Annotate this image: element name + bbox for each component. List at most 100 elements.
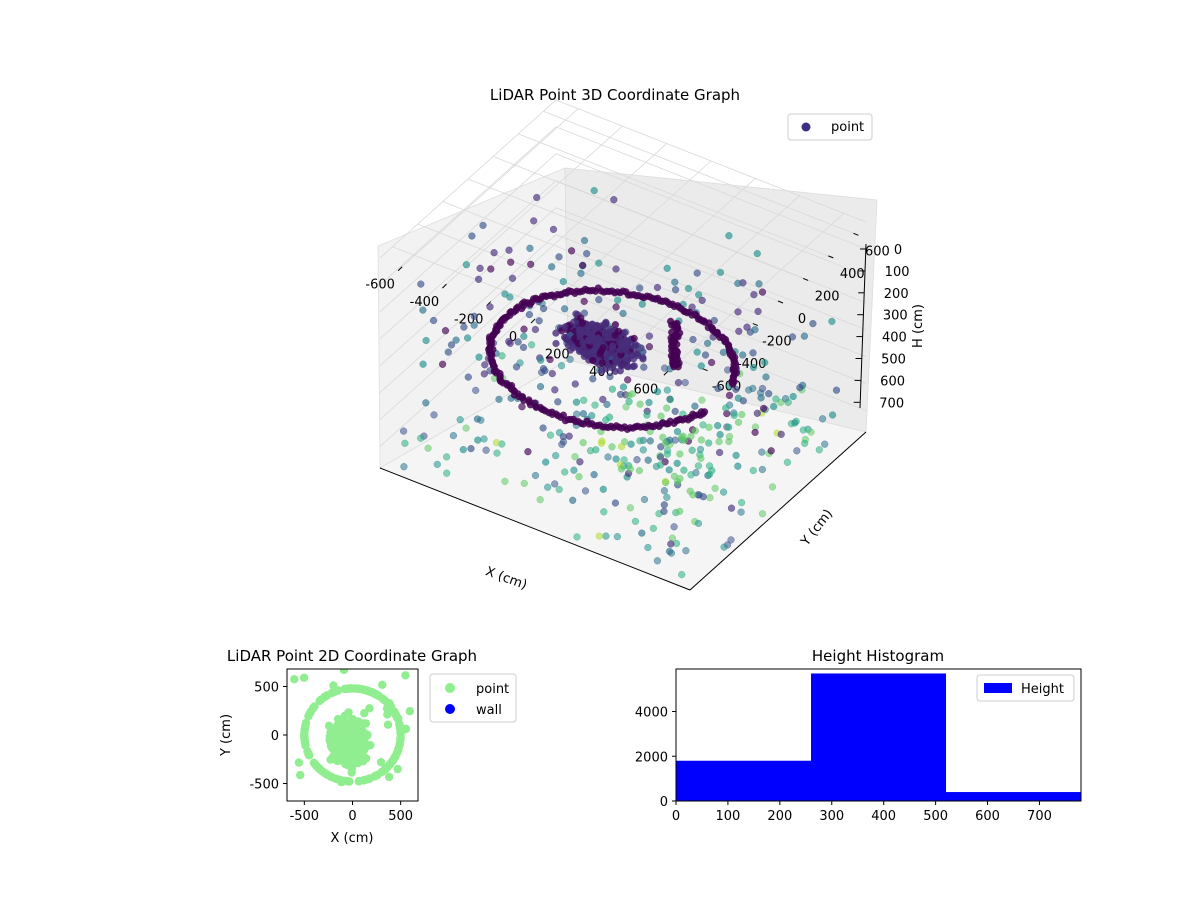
chart-2d: LiDAR Point 2D Coordinate Graph -500 0 500… [219,647,517,846]
data-point-3d [734,418,743,426]
y-tick-3d [802,277,809,281]
data-point-3d [636,284,644,292]
data-point-3d [555,485,563,494]
data-point-3d [633,456,641,464]
data-point-2d [290,675,299,684]
legend-3d-marker [801,122,811,132]
data-point-3d [631,341,640,349]
data-point-2d [310,759,319,768]
x-tick-label-histogram: 400 [871,809,896,824]
data-point-3d [526,244,534,252]
data-point-2d [360,709,369,718]
histogram-bar [946,792,1081,801]
data-point-3d [507,258,515,266]
data-point-3d [788,333,797,341]
data-point-2d [344,752,353,761]
data-point-3d [570,318,578,326]
data-point-3d [700,408,709,416]
data-point-3d [719,348,728,357]
data-point-3d [681,378,689,387]
data-point-3d [667,540,675,548]
data-point-3d [531,471,540,480]
data-point-3d [539,424,547,432]
data-point-3d [533,193,541,202]
legend-3d: point [787,113,873,141]
data-point-3d [599,344,607,352]
data-point-3d [734,462,742,470]
data-point-3d [636,400,644,408]
data-point-3d [676,507,684,515]
data-point-3d [559,433,567,441]
data-point-3d [470,312,478,320]
data-point-3d [462,261,471,269]
data-point-3d [732,451,740,460]
data-point-3d [645,343,654,351]
data-point-3d [518,403,526,411]
data-point-3d [602,532,610,540]
data-point-3d [725,437,733,446]
legend-histogram-box [976,674,1075,702]
grid-line-h [379,234,867,393]
data-point-3d [462,424,470,432]
data-point-3d [758,288,767,296]
y-tick-label-histogram: 4000 [635,706,668,721]
data-point-3d [638,529,646,537]
data-point-3d [422,336,430,345]
data-point-3d [617,465,626,473]
data-point-3d [660,501,668,509]
data-point-3d [720,543,728,551]
legend-histogram-swatch [984,683,1012,693]
y-tick-label-3d: 0 [798,312,806,327]
data-point-3d [687,432,695,441]
y-tick-label-3d: -200 [762,335,792,350]
data-point-3d [676,450,684,458]
data-point-2d [330,754,339,764]
data-point-3d [447,341,456,349]
data-point-3d [645,332,654,340]
data-point-3d [552,329,560,337]
data-point-3d [676,329,684,337]
data-point-3d [616,390,625,399]
data-point-3d [686,487,694,495]
data-point-3d [693,348,701,356]
data-point-3d [612,358,620,366]
data-point-3d [612,265,620,273]
data-point-3d [796,383,804,392]
grid-line-x [579,178,756,337]
data-point-3d [579,261,587,270]
data-point-2d [343,777,352,786]
data-point-2d [305,709,314,718]
data-point-2d [394,714,403,723]
data-point-3d [480,370,488,378]
data-point-3d [818,415,827,423]
data-point-3d [578,319,586,327]
data-point-3d [546,355,554,364]
data-point-3d [706,494,714,502]
data-point-3d [442,453,451,461]
data-point-3d [751,428,759,437]
data-point-2d [329,681,338,690]
data-point-3d [656,453,665,461]
data-point-3d [552,339,560,348]
data-point-3d [753,409,761,417]
data-point-3d [619,309,627,318]
data-point-3d [691,402,699,410]
x-tick-label-histogram: 600 [975,809,1000,824]
histogram-bar [811,673,946,801]
y-axis-label-3d: Y (cm) [798,507,836,550]
data-point-3d [665,547,674,556]
data-point-3d [807,428,815,436]
data-point-3d [475,353,483,361]
data-point-3d [429,316,438,325]
z-tick-label-3d: 400 [882,331,907,346]
data-point-2d [405,707,415,716]
grid-line-x [623,195,800,355]
grid-line-h [379,180,867,340]
data-point-2d [323,691,332,700]
data-point-3d [669,353,677,361]
data-point-3d [508,274,517,282]
data-point-3d [727,536,735,544]
data-point-2d [357,721,366,730]
data-point-2d [337,777,346,787]
data-point-3d [480,435,488,443]
